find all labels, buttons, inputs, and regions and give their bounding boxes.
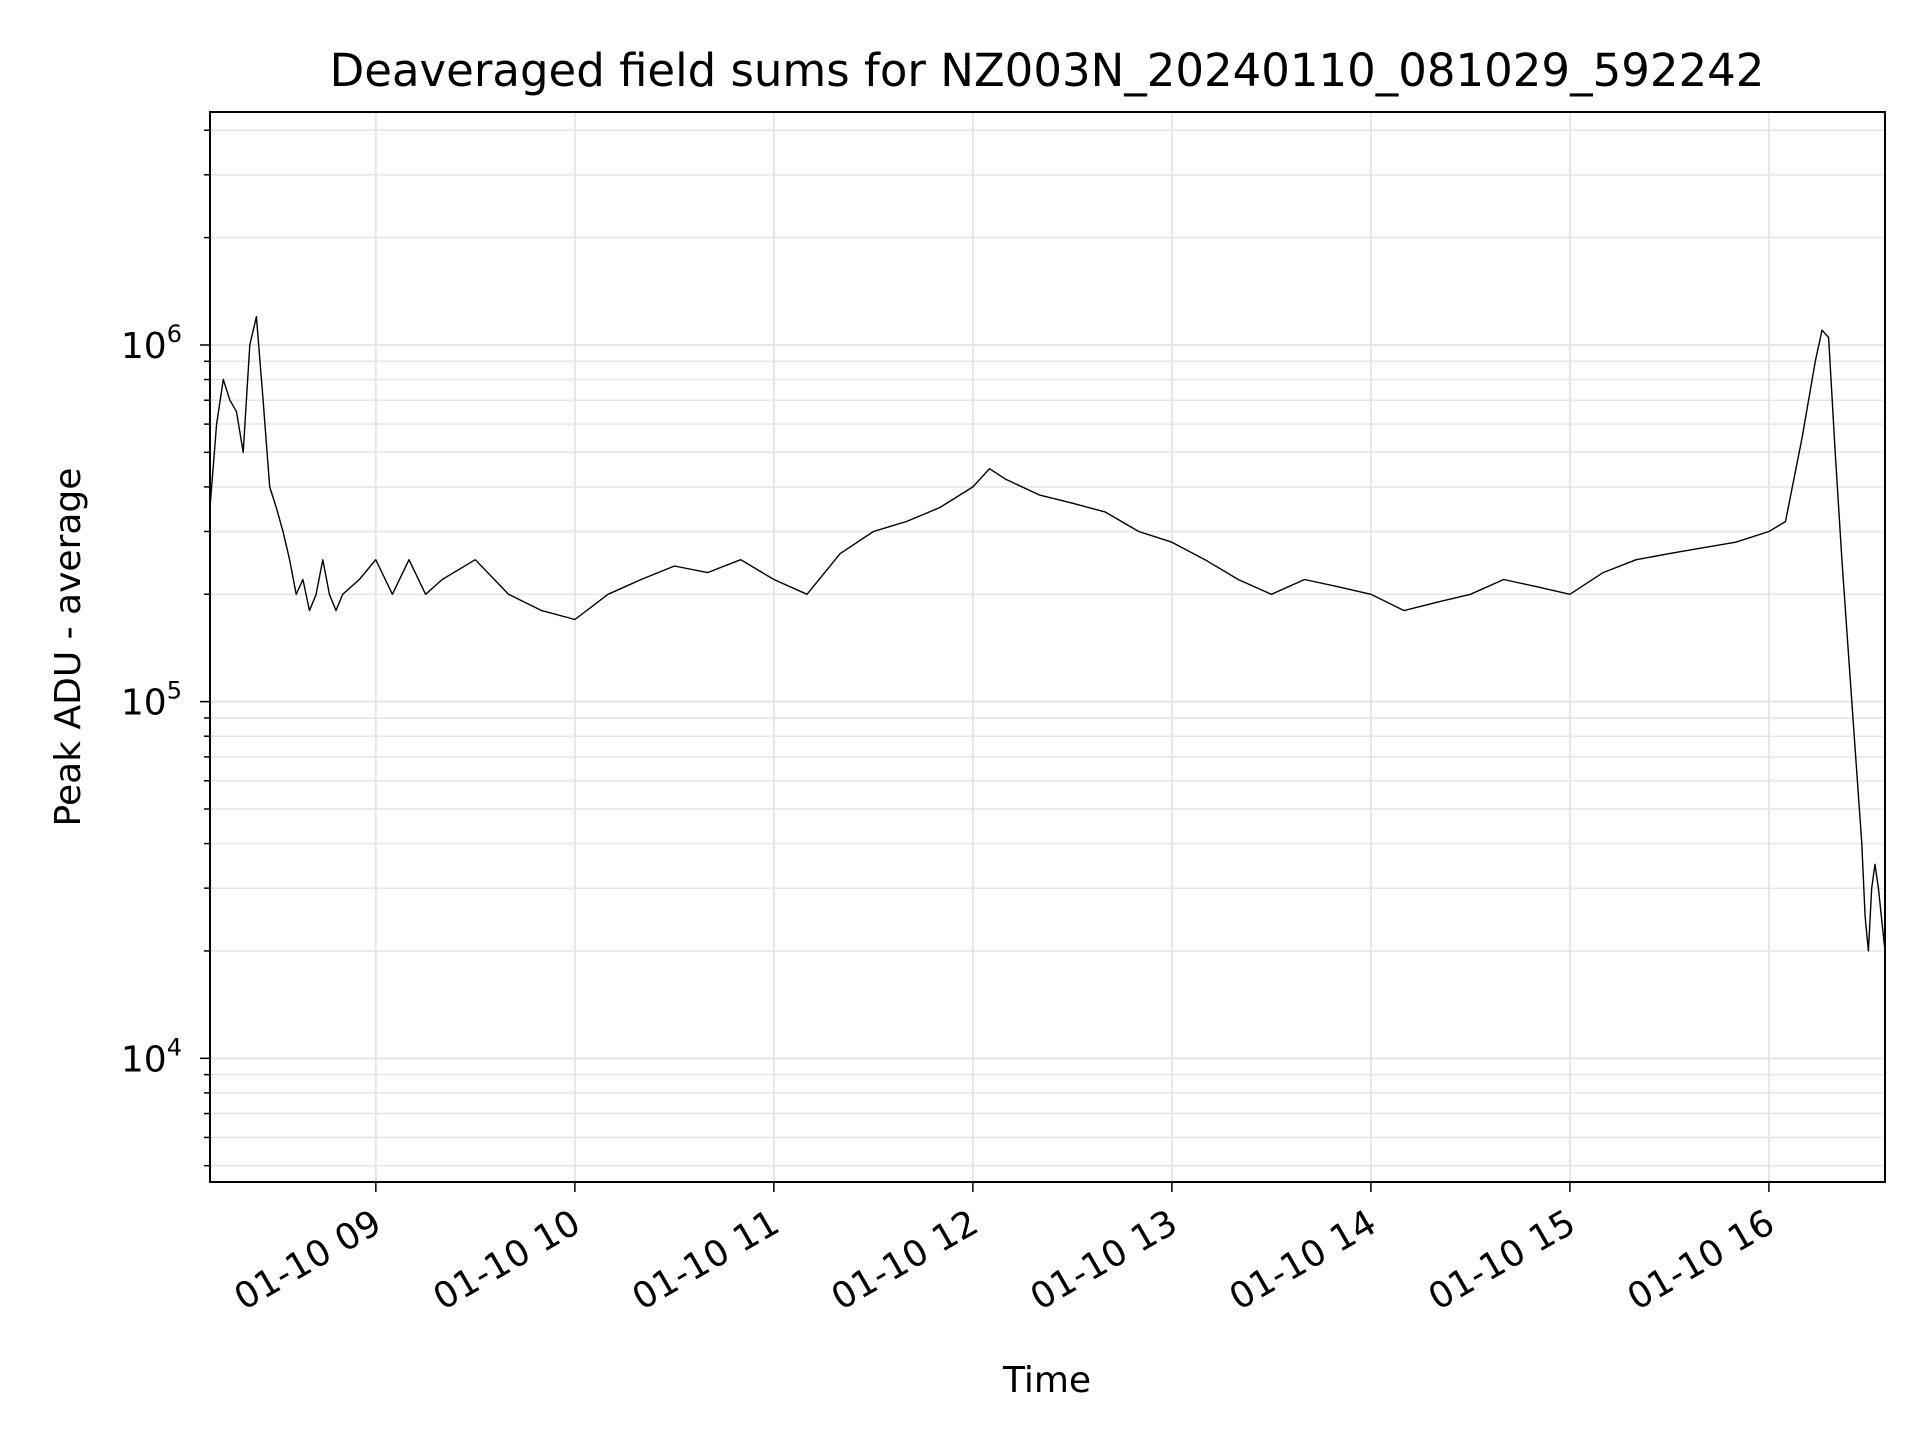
y-tick-exponent: 4 (167, 1033, 182, 1061)
y-tick-base: 10 (121, 326, 167, 367)
chart-title: Deaveraged field sums for NZ003N_2024011… (330, 44, 1765, 97)
y-axis-label: Peak ADU - average (48, 468, 89, 827)
grid (210, 112, 1885, 1182)
y-tick-label: 104 (121, 1033, 182, 1080)
y-tick-base: 10 (121, 683, 167, 724)
y-tick-base: 10 (121, 1039, 167, 1080)
data-line-layer (209, 316, 1886, 952)
y-tick-label: 105 (121, 677, 182, 724)
plot-frame (209, 111, 1886, 1183)
y-tick-exponent: 5 (167, 677, 182, 705)
y-tick-label: 106 (121, 320, 182, 367)
y-tick-exponent: 6 (167, 320, 182, 348)
x-axis-label: Time (1002, 1360, 1091, 1401)
series-line (209, 316, 1886, 952)
